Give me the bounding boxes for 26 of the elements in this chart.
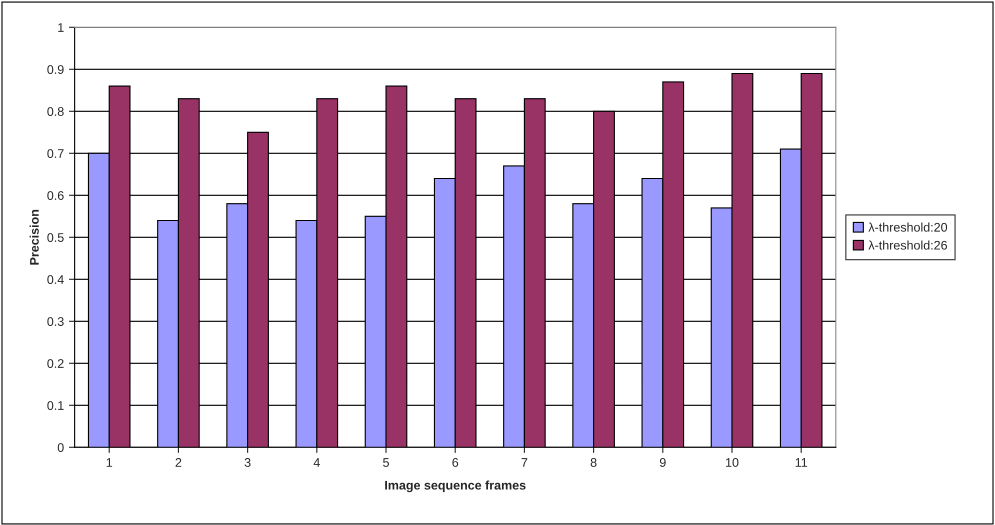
y-tick-label: 0.8: [47, 107, 64, 116]
y-tick-label: 0: [58, 443, 64, 452]
y-tick-label: 0.6: [47, 191, 64, 200]
x-tick-label: 9: [660, 458, 666, 467]
x-axis-title: Image sequence frames: [385, 480, 526, 492]
y-tick-label: 0.9: [47, 65, 64, 74]
x-tick-label: 4: [314, 458, 320, 467]
x-tick-label: 11: [796, 458, 808, 467]
y-tick-label: 1: [58, 23, 64, 32]
x-tick-label: 5: [383, 458, 389, 467]
y-tick-label: 0.5: [47, 233, 64, 242]
x-tick-label: 7: [522, 458, 528, 467]
legend-label: λ-threshold:20: [868, 222, 948, 232]
y-tick-label: 0.3: [47, 317, 64, 326]
legend-label: λ-threshold:26: [868, 240, 948, 250]
x-tick-label: 10: [726, 458, 738, 467]
x-tick-label: 3: [244, 458, 251, 467]
x-tick-label: 2: [176, 458, 182, 467]
y-tick-label: 0.1: [47, 401, 64, 410]
y-axis-title: Precision: [30, 210, 39, 265]
y-tick-label: 0.2: [47, 359, 64, 368]
y-tick-label: 0.4: [47, 275, 64, 284]
y-tick-label: 0.7: [47, 149, 64, 158]
x-tick-label: 1: [106, 458, 112, 467]
x-tick-label: 8: [590, 458, 597, 467]
x-tick-label: 6: [452, 458, 458, 467]
